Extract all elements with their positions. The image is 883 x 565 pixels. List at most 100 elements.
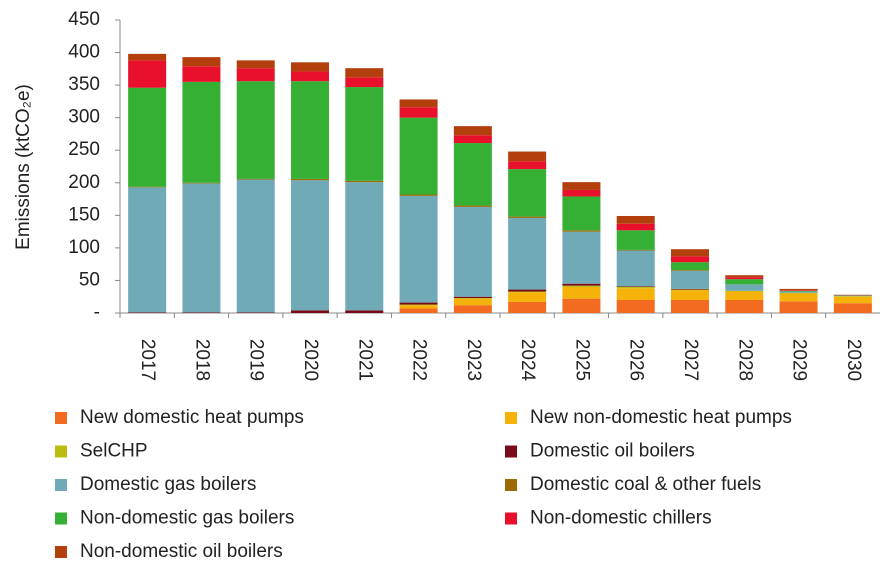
bar-segment — [182, 66, 221, 82]
bar-segment — [345, 310, 384, 313]
bar-segment — [182, 183, 221, 313]
bar-segment — [399, 194, 438, 196]
bar-segment — [833, 296, 872, 297]
bar-segment — [616, 286, 655, 289]
bar-segment — [399, 117, 438, 195]
bar-segment — [562, 189, 601, 197]
bar-segment — [779, 290, 818, 291]
y-tick-label: 450 — [68, 9, 100, 30]
bar-segment — [616, 288, 655, 300]
bar-segment — [616, 223, 655, 231]
bar-segment — [779, 291, 818, 293]
x-tick-label: 2028 — [734, 339, 755, 381]
bar-segment — [508, 151, 547, 162]
x-tick-label: 2030 — [843, 339, 864, 381]
bar-segment — [399, 99, 438, 108]
bar-segment — [399, 308, 438, 313]
bar-segment — [616, 230, 655, 250]
x-tick-label: 2017 — [137, 339, 158, 381]
bar-segment — [128, 187, 167, 313]
bar-segment — [399, 302, 438, 305]
bar-segment — [671, 290, 709, 300]
y-tick-label: 300 — [68, 107, 100, 128]
bar-segment — [725, 279, 764, 285]
bar-segment — [725, 275, 764, 278]
x-tick-label: 2024 — [517, 339, 538, 382]
bar-segment — [128, 87, 167, 187]
bar-segment — [345, 87, 384, 181]
bar-segment — [833, 296, 872, 304]
legend-label: Non-domestic oil boilers — [80, 541, 283, 562]
bar-segment — [833, 295, 872, 297]
bar-segment — [345, 182, 384, 311]
bar-segment — [508, 289, 547, 292]
legend-label: Domestic oil boilers — [530, 441, 695, 462]
bar-segment — [453, 298, 492, 299]
legend-label: New non-domestic heat pumps — [530, 407, 792, 428]
bar-segment — [562, 182, 601, 190]
x-tick-label: 2021 — [354, 339, 375, 381]
bar-segment — [508, 161, 547, 170]
bar-segment — [779, 288, 818, 291]
bar-segment — [508, 169, 547, 217]
legend-swatch — [55, 512, 67, 525]
bar-segment — [779, 292, 818, 294]
x-tick-label: 2023 — [463, 339, 484, 381]
x-tick-label: 2020 — [300, 339, 321, 381]
legend-label: New domestic heat pumps — [80, 407, 304, 428]
legend-swatch — [55, 479, 67, 491]
bar-segment — [453, 135, 492, 144]
y-tick-label: 150 — [68, 204, 100, 225]
legend-swatch — [55, 445, 67, 458]
bar-segment — [345, 77, 384, 88]
legend-label: Non-domestic chillers — [530, 508, 712, 529]
bar-segment — [399, 107, 438, 118]
bar-segment — [128, 312, 167, 313]
x-tick-label: 2026 — [626, 339, 647, 381]
bar-segment — [182, 312, 221, 313]
y-axis-title: Emissions (ktCO₂e) — [13, 84, 34, 250]
bar-segment — [671, 256, 709, 263]
bar-segment — [671, 270, 709, 289]
bar-segment — [562, 196, 601, 231]
bar-segment — [453, 143, 492, 206]
bar-segment — [562, 285, 601, 287]
legend-swatch — [505, 412, 517, 424]
bar-segment — [725, 277, 764, 280]
bar-segment — [399, 305, 438, 309]
bar-segment — [725, 290, 764, 292]
bar-segment — [508, 217, 547, 290]
bar-segment — [616, 215, 655, 224]
legend-swatch — [505, 512, 517, 525]
bar-segment — [562, 298, 601, 313]
y-tick-label: 100 — [68, 237, 100, 258]
bar-segment — [671, 299, 709, 313]
bar-segment — [725, 291, 764, 300]
bar-segment — [508, 301, 547, 313]
bar-segment — [291, 71, 329, 82]
y-tick-label: 350 — [68, 74, 100, 95]
legend-swatch — [55, 546, 67, 558]
bar-segment — [236, 60, 275, 69]
bar-segment — [453, 296, 492, 299]
x-tick-label: 2025 — [571, 339, 592, 381]
x-tick-label: 2022 — [409, 339, 430, 381]
legend-swatch — [505, 479, 517, 491]
bar-segment — [399, 304, 438, 306]
legend-swatch — [55, 412, 67, 424]
bar-segment — [562, 231, 601, 284]
bar-segment — [616, 286, 655, 287]
bar-segment — [779, 293, 818, 302]
bar-segment — [453, 298, 492, 306]
bar-segment — [291, 178, 329, 181]
bar-segment — [453, 126, 492, 136]
bar-segment — [779, 290, 818, 292]
bar-segment — [671, 262, 709, 271]
bar-segment — [671, 249, 709, 257]
bar-segment — [508, 292, 547, 302]
bar-segment — [236, 179, 275, 313]
bar-segment — [291, 81, 329, 179]
bar-segment — [345, 180, 384, 183]
bar-segment — [236, 81, 275, 179]
